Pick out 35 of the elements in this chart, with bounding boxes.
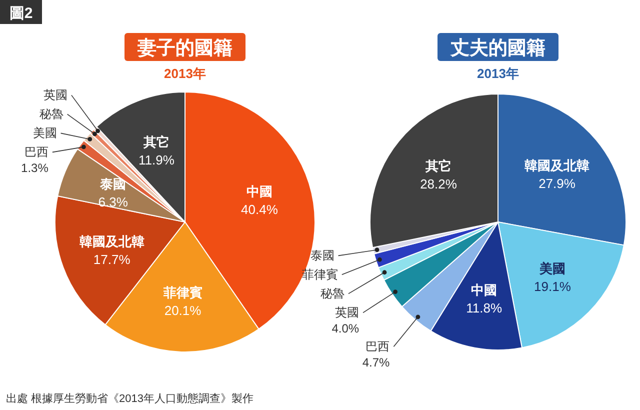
slice-label: 韓國及北韓 <box>79 234 144 250</box>
slice-label: 泰國 <box>310 248 334 263</box>
chart-title: 妻子的國籍 <box>136 37 232 59</box>
slice-label: 秘魯 <box>39 107 64 122</box>
data-label: 1.3% <box>21 161 49 176</box>
data-label: 20.1% <box>164 302 202 318</box>
slice-label: 美國 <box>32 126 57 140</box>
caption: 圖2 <box>9 5 33 22</box>
slice-label: 巴西 <box>24 145 48 160</box>
data-label: 4.7% <box>362 356 390 370</box>
slice-label: 其它 <box>142 134 170 150</box>
slice-label: 韓國及北韓 <box>524 158 590 173</box>
data-label: 17.7% <box>93 252 131 268</box>
slice-label: 中國 <box>471 282 498 298</box>
data-label: 11.8% <box>466 300 502 316</box>
slice-label: 巴西 <box>366 340 390 354</box>
data-label: 11.9% <box>138 152 175 168</box>
data-label: 27.9% <box>538 176 576 191</box>
chart-subtitle: 2013年 <box>477 66 519 81</box>
slice-label: 菲律賓 <box>162 284 202 300</box>
data-label: 6.3% <box>98 194 128 210</box>
data-label: 40.4% <box>241 202 278 217</box>
data-label: 4.0% <box>332 322 360 336</box>
data-label: 19.1% <box>534 279 572 294</box>
slice-label: 英國 <box>335 306 360 320</box>
text: 出處 根據厚生勞動省《2013年人口動態調查》製作 <box>6 392 254 405</box>
slice-label: 菲律賓 <box>302 268 338 282</box>
chart-title: 丈夫的國籍 <box>450 37 546 59</box>
slice-label: 其它 <box>424 158 452 174</box>
slice-label: 秘魯 <box>320 286 344 301</box>
slice-label: 美國 <box>538 261 566 276</box>
data-label: 28.2% <box>420 176 458 192</box>
slice-label: 英國 <box>43 88 68 102</box>
slice-label: 中國 <box>246 184 272 199</box>
chart-subtitle: 2013年 <box>164 66 206 81</box>
